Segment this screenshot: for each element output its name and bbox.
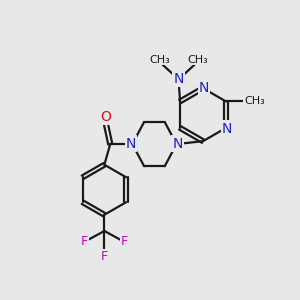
Text: N: N: [173, 72, 184, 86]
Text: N: N: [126, 136, 136, 151]
Text: O: O: [100, 110, 111, 124]
Text: N: N: [199, 81, 209, 94]
Text: F: F: [81, 235, 88, 248]
Text: CH₃: CH₃: [149, 55, 170, 64]
Text: N: N: [172, 136, 183, 151]
Text: F: F: [121, 235, 128, 248]
Text: CH₃: CH₃: [187, 55, 208, 64]
Text: F: F: [101, 250, 108, 262]
Text: N: N: [222, 122, 232, 136]
Text: CH₃: CH₃: [244, 96, 265, 106]
